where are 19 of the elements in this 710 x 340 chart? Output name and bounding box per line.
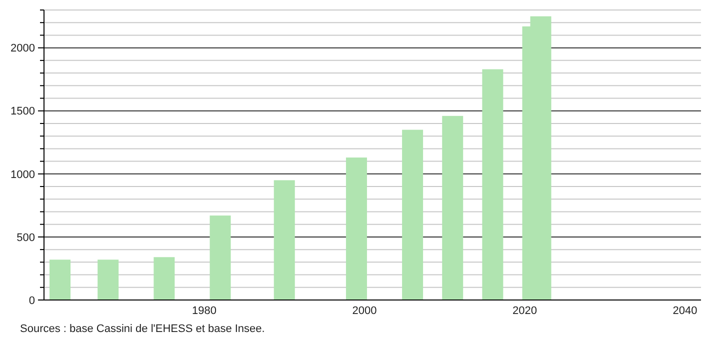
y-tick-label: 1000: [10, 168, 35, 181]
y-tick-label: 0: [28, 294, 35, 307]
x-tick-label: 2040: [672, 305, 698, 317]
bar: [402, 130, 424, 300]
y-tick-label: 2000: [10, 42, 35, 55]
bar: [98, 260, 119, 300]
bar: [274, 180, 295, 300]
bar: [346, 158, 367, 300]
source-note: Sources : base Cassini de l'EHESS et base Insee.: [20, 323, 265, 335]
bar: [50, 260, 71, 300]
bar: [482, 69, 504, 300]
y-tick-label: 500: [16, 232, 35, 244]
bar: [210, 216, 231, 300]
x-tick-label: 2000: [352, 305, 377, 317]
x-tick-label: 1980: [192, 305, 216, 317]
y-tick-label: 1500: [10, 106, 35, 118]
bar: [154, 257, 175, 300]
bar: [442, 116, 464, 300]
x-tick-label: 2020: [512, 305, 537, 317]
